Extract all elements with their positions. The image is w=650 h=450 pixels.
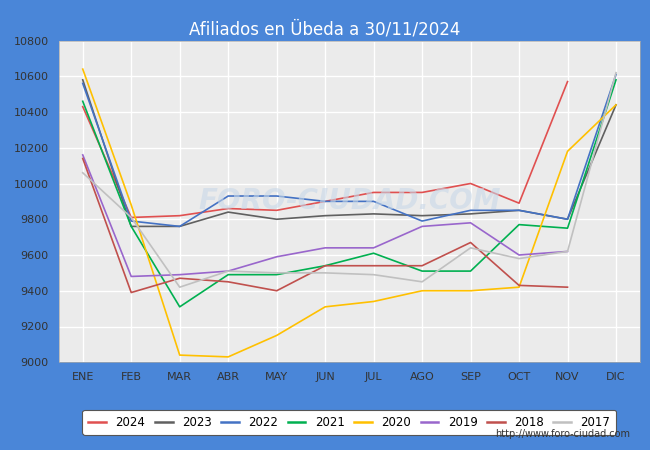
- Legend: 2024, 2023, 2022, 2021, 2020, 2019, 2018, 2017: 2024, 2023, 2022, 2021, 2020, 2019, 2018…: [83, 410, 616, 435]
- Text: http://www.foro-ciudad.com: http://www.foro-ciudad.com: [495, 429, 630, 439]
- Text: FORO-CIUDAD.COM: FORO-CIUDAD.COM: [198, 187, 500, 216]
- Text: Afiliados en Übeda a 30/11/2024: Afiliados en Übeda a 30/11/2024: [189, 20, 461, 38]
